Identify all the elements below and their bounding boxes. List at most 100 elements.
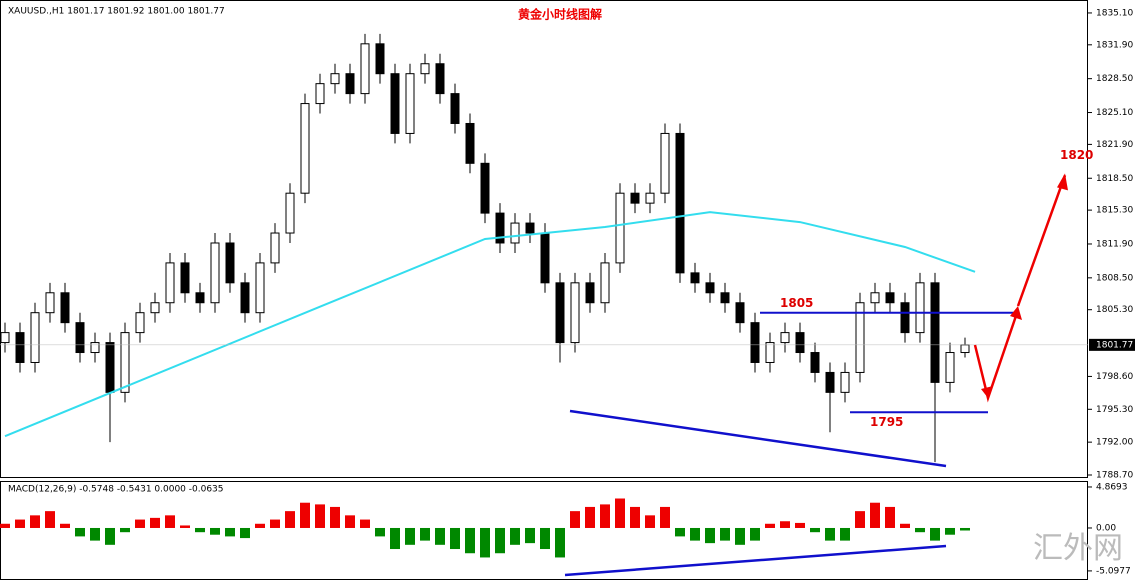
macd-bar: [825, 527, 835, 541]
candle-body: [600, 262, 610, 304]
y-tick-label: 1808.50: [1096, 273, 1133, 283]
macd-bar: [705, 527, 715, 544]
candle-body: [225, 242, 235, 284]
candle-body: [465, 122, 475, 164]
macd-bar: [90, 527, 100, 541]
candle-body: [585, 282, 595, 304]
candle-body: [675, 132, 685, 274]
y-tick-label: 1795.30: [1096, 405, 1133, 415]
price-box: [1089, 338, 1135, 351]
macd-bar: [585, 506, 595, 528]
y-tick-label: 1798.60: [1096, 372, 1133, 382]
macd-bar: [390, 527, 400, 550]
macd-bar: [495, 527, 505, 554]
macd-bar: [150, 517, 160, 528]
y-tick-label: 1815.30: [1096, 206, 1133, 216]
y-tick-label: 1821.90: [1096, 140, 1133, 150]
candle-body: [60, 292, 70, 324]
candle-body: [390, 73, 400, 134]
candle-body: [345, 73, 355, 95]
macd-bar: [780, 521, 790, 528]
candle-body: [660, 132, 670, 194]
candle-body: [705, 282, 715, 294]
trendline: [569, 409, 947, 468]
candle-body: [510, 222, 520, 244]
macd-bar: [0, 523, 10, 528]
candle-body: [360, 43, 370, 95]
macd-bar: [555, 527, 565, 558]
candle-body: [840, 371, 850, 393]
macd-bar: [720, 527, 730, 541]
candle-body: [120, 332, 130, 393]
candle-body: [30, 312, 40, 363]
candle-body: [750, 322, 760, 363]
y-tick-label: 1805.30: [1096, 305, 1133, 315]
macd-bar: [45, 511, 55, 528]
macd-frame: [0, 481, 1088, 580]
macd-bar: [645, 515, 655, 528]
macd-title: MACD(12,26,9) -0.5748 -0.5431 0.0000 -0.…: [8, 485, 224, 495]
candle-body: [240, 282, 250, 314]
candle-body: [330, 73, 340, 85]
macd-bar: [540, 527, 550, 550]
macd-bar: [750, 527, 760, 541]
price-label: 1801.77: [1096, 340, 1133, 350]
macd-bar: [765, 523, 775, 528]
macd-bar: [165, 515, 175, 528]
macd-bar: [405, 527, 415, 545]
macd-bar: [285, 511, 295, 528]
macd-bar: [180, 525, 190, 528]
level-label: 1805: [780, 296, 813, 310]
macd-bar: [795, 522, 805, 528]
candle-body: [195, 292, 205, 304]
candle-body: [570, 282, 580, 344]
candle-body: [780, 332, 790, 344]
candle-body: [870, 292, 880, 304]
candle-body: [690, 272, 700, 284]
candle-body: [45, 292, 55, 314]
candle-body: [525, 222, 535, 234]
macd-bar: [630, 506, 640, 528]
candle-body: [375, 43, 385, 75]
candle-body: [420, 63, 430, 75]
macd-bar: [465, 527, 475, 554]
macd-bar: [675, 527, 685, 537]
macd-bar: [255, 523, 265, 528]
macd-bar: [75, 527, 85, 537]
candle-body: [315, 83, 325, 105]
macd-bar: [30, 515, 40, 528]
y-tick-label: 1835.10: [1096, 8, 1133, 18]
candle-body: [555, 282, 565, 344]
candle-body: [720, 292, 730, 304]
candle-body: [735, 302, 745, 324]
y-tick-label: 1792.00: [1096, 438, 1133, 448]
macd-bar: [960, 527, 970, 531]
candle-body: [645, 192, 655, 204]
candle-body: [150, 302, 160, 314]
candle-body: [900, 302, 910, 334]
macd-bar: [225, 527, 235, 537]
macd-bar: [615, 498, 625, 528]
candle-body: [210, 242, 220, 304]
candle-body: [270, 232, 280, 264]
candle-body: [15, 332, 25, 363]
candle-body: [450, 93, 460, 124]
candle-body: [105, 342, 115, 393]
y-tick-label: 1811.90: [1096, 239, 1133, 249]
macd-bar: [210, 527, 220, 535]
candle-body: [795, 332, 805, 354]
macd-bar: [195, 527, 205, 533]
macd-bar: [105, 527, 115, 545]
candle-body: [180, 262, 190, 294]
macd-bar: [525, 527, 535, 544]
macd-bar: [660, 506, 670, 528]
main-frame: [0, 0, 1088, 478]
macd-bar: [885, 506, 895, 528]
candle-body: [945, 352, 955, 383]
macd-bar: [330, 506, 340, 528]
watermark: 汇外网: [1033, 531, 1123, 566]
candle-body: [255, 262, 265, 314]
y-tick-label: -5.0977: [1096, 566, 1131, 576]
macd-bar: [450, 527, 460, 550]
